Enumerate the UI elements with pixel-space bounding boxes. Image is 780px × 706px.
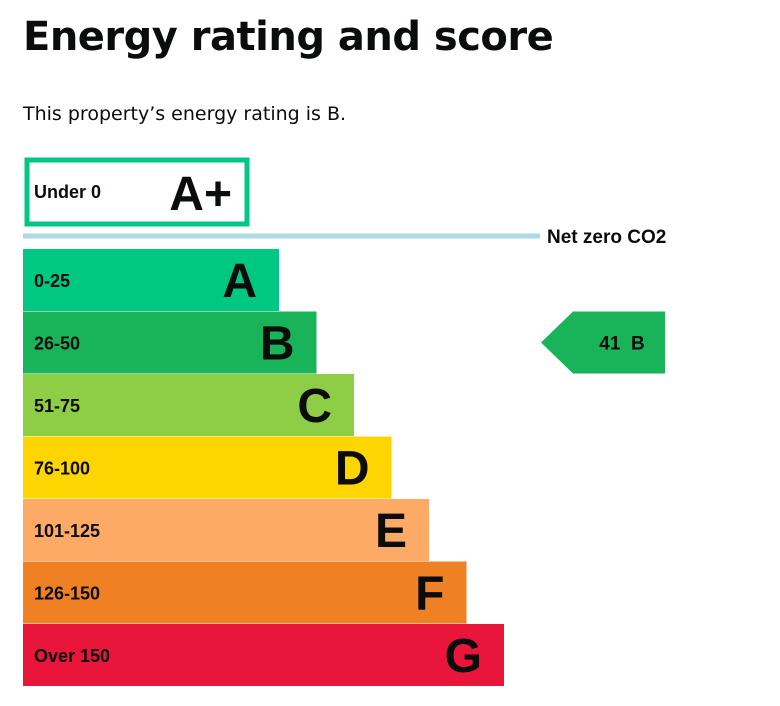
band-range-f: 126-150 (34, 584, 100, 604)
rating-bands: 0-25 A 26-50 B 51-75 C 76-100 D 101-125 E 126-150 F… (23, 249, 504, 686)
energy-rating-summary: This property’s energy rating is B. (23, 103, 347, 125)
band-letter-d: D (335, 443, 370, 496)
band-bar-b (23, 311, 317, 374)
band-letter-e: E (375, 505, 407, 558)
band-letter-g: G (445, 630, 482, 683)
band-letter-c: C (297, 380, 332, 433)
page-title: Energy rating and score (23, 14, 554, 60)
band-bar-d (23, 436, 392, 499)
net-zero-group: Under 0 A+ Net zero CO2 (23, 157, 666, 248)
net-zero-band-box (24, 157, 250, 227)
current-rating-arrow (541, 311, 665, 374)
current-rating-label: 41 B (599, 334, 644, 355)
band-letter-b: B (260, 318, 295, 371)
band-range-c: 51-75 (34, 396, 80, 416)
band-letter-a: A (222, 255, 257, 308)
band-range-e: 101-125 (34, 521, 100, 541)
band-range-b: 26-50 (34, 334, 80, 354)
net-zero-band-letter: A+ (169, 168, 232, 221)
current-rating-marker: 41 B (541, 311, 665, 374)
band-range-g: Over 150 (34, 646, 110, 666)
band-range-d: 76-100 (34, 459, 90, 479)
band-bar-e (23, 499, 429, 561)
band-bar-f (23, 561, 467, 624)
net-zero-label: Net zero CO2 (547, 227, 666, 248)
net-zero-band-range: Under 0 (34, 182, 101, 202)
band-bar-g (23, 624, 504, 686)
band-bar-c (23, 374, 354, 436)
band-range-a: 0-25 (34, 271, 70, 291)
band-bar-a (23, 249, 279, 311)
band-letter-f: F (415, 568, 444, 621)
